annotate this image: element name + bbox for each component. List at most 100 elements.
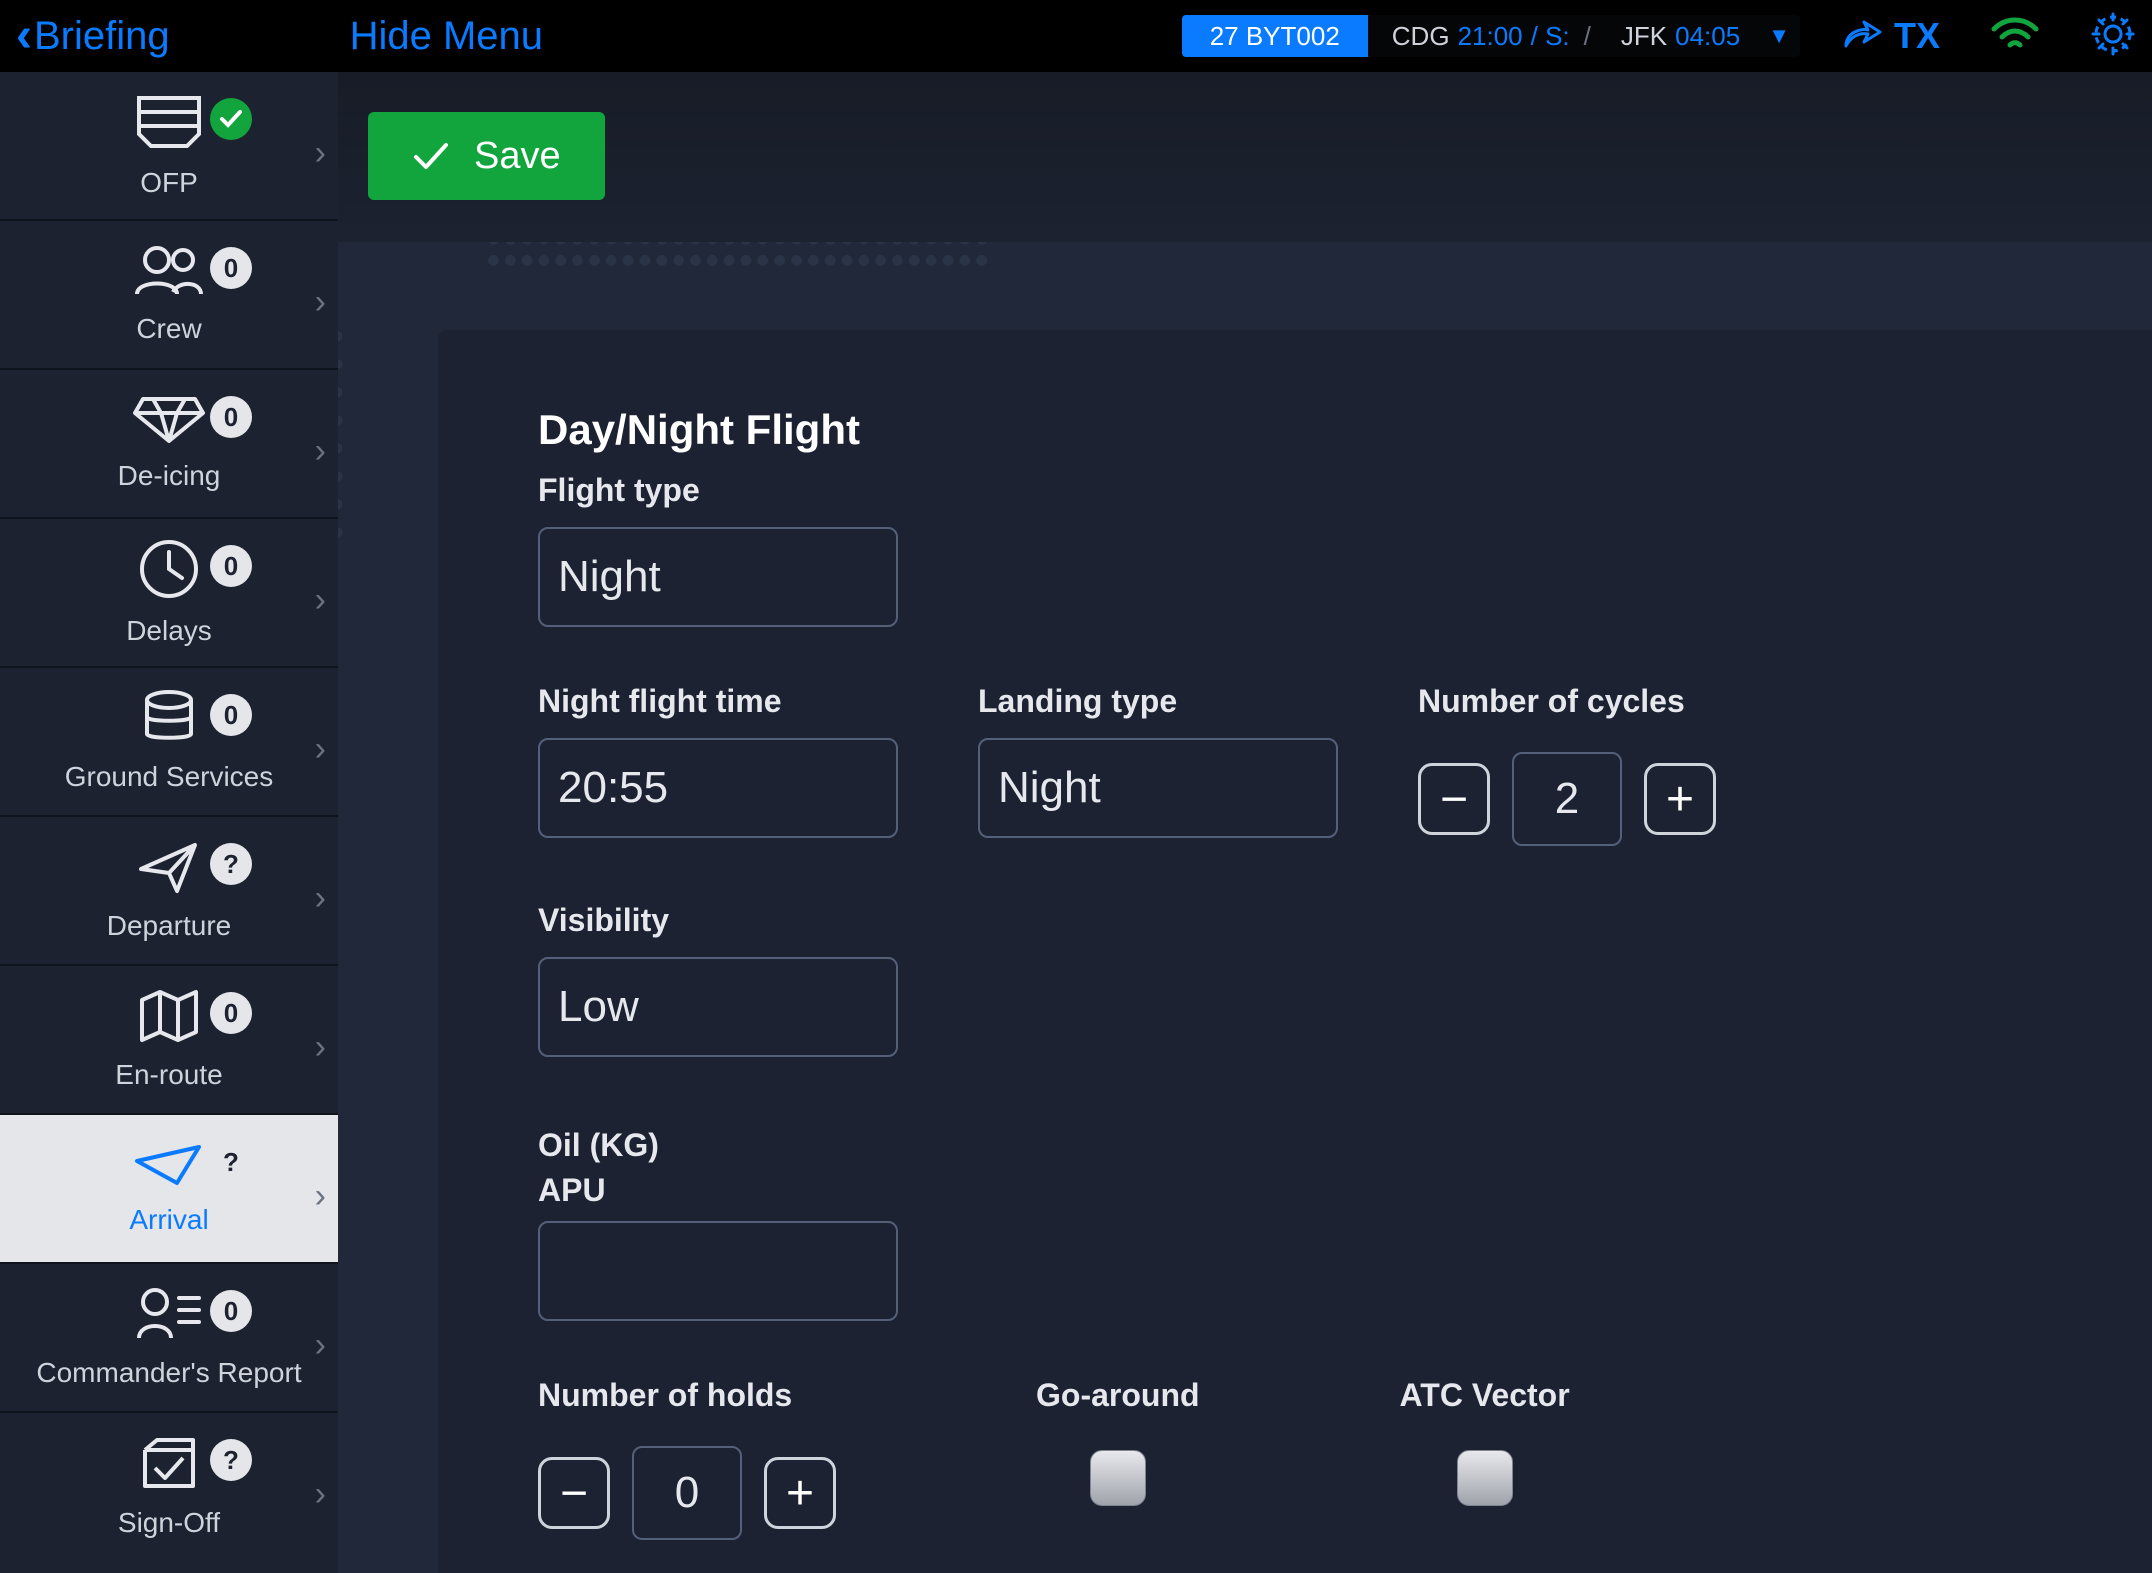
chevron-right-icon: › bbox=[315, 1028, 326, 1067]
sidebar-item-label: Ground Services bbox=[65, 761, 274, 793]
count-badge: ? bbox=[210, 1439, 252, 1481]
sidebar-item-commanders[interactable]: Commander's Report 0 › bbox=[0, 1264, 338, 1413]
visibility-select[interactable]: Low bbox=[538, 957, 898, 1057]
arr-airport: JFK bbox=[1621, 21, 1667, 52]
section-title: Day/Night Flight bbox=[538, 406, 2078, 454]
report-icon bbox=[135, 1286, 203, 1347]
plane-send-icon bbox=[137, 839, 201, 900]
cycles-plus-button[interactable]: + bbox=[1644, 763, 1716, 835]
cycles-stepper: − 2 + bbox=[1418, 752, 1716, 846]
dropdown-triangle-icon[interactable]: ▼ bbox=[1768, 23, 1790, 49]
holds-plus-button[interactable]: + bbox=[764, 1457, 836, 1529]
save-button[interactable]: Save bbox=[368, 112, 605, 200]
share-icon bbox=[1840, 18, 1884, 54]
oil-label: Oil (KG) bbox=[538, 1127, 2078, 1164]
dep-airport: CDG bbox=[1392, 21, 1450, 52]
flight-type-select[interactable]: Night bbox=[538, 527, 898, 627]
sidebar-item-label: Sign-Off bbox=[118, 1507, 220, 1539]
sidebar-item-label: De-icing bbox=[118, 460, 221, 492]
wifi-icon bbox=[1990, 15, 2040, 58]
chevron-left-icon: ‹ bbox=[16, 12, 32, 60]
sidebar-item-signoff[interactable]: Sign-Off ? › bbox=[0, 1413, 338, 1562]
chevron-right-icon: › bbox=[315, 581, 326, 620]
cycles-value[interactable]: 2 bbox=[1512, 752, 1622, 846]
tx-label: TX bbox=[1894, 15, 1940, 57]
back-button[interactable]: ‹ Briefing bbox=[16, 12, 170, 60]
landing-type-label: Landing type bbox=[978, 683, 1338, 720]
apu-label: APU bbox=[538, 1172, 2078, 1209]
chevron-right-icon: › bbox=[315, 1177, 326, 1216]
flight-type-value: Night bbox=[558, 552, 661, 602]
apu-value[interactable] bbox=[558, 1246, 878, 1296]
chevron-right-icon: › bbox=[315, 432, 326, 471]
flight-type-label: Flight type bbox=[538, 472, 2078, 509]
num-cycles-label: Number of cycles bbox=[1418, 683, 1716, 720]
holds-label: Number of holds bbox=[538, 1377, 836, 1414]
sidebar-item-departure[interactable]: Departure ? › bbox=[0, 817, 338, 966]
people-icon bbox=[133, 244, 205, 303]
count-badge: 0 bbox=[210, 1290, 252, 1332]
plane-arrive-icon bbox=[133, 1141, 205, 1194]
sidebar-item-ground[interactable]: Ground Services 0 › bbox=[0, 668, 338, 817]
count-badge: 0 bbox=[210, 396, 252, 438]
sidebar-item-label: Commander's Report bbox=[36, 1357, 301, 1389]
flight-id: 27 BYT002 bbox=[1182, 15, 1368, 57]
dep-time: 21:00 bbox=[1458, 21, 1523, 52]
top-bar: ‹ Briefing Hide Menu 27 BYT002 CDG 21:00… bbox=[0, 0, 2152, 72]
chevron-right-icon: › bbox=[315, 1475, 326, 1514]
holds-stepper: − 0 + bbox=[538, 1446, 836, 1540]
status-badge-check bbox=[210, 98, 252, 140]
sidebar-item-arrival[interactable]: Arrival ? › bbox=[0, 1115, 338, 1264]
inbox-icon bbox=[133, 92, 205, 157]
sidebar-item-enroute[interactable]: En-route 0 › bbox=[0, 966, 338, 1115]
sidebar-item-crew[interactable]: Crew 0 › bbox=[0, 221, 338, 370]
sidebar-item-label: Delays bbox=[126, 615, 212, 647]
check-icon bbox=[412, 141, 450, 171]
sidebar-item-ofp[interactable]: OFP › bbox=[0, 72, 338, 221]
main-area: Save ●●●●●●●●●●●●●●●●●●●●●●●●●●●●●●●●●●●… bbox=[338, 72, 2152, 1573]
flight-selector[interactable]: 27 BYT002 CDG 21:00 / S: / JFK 04:05 ▼ bbox=[1182, 15, 1800, 57]
count-badge: 0 bbox=[210, 247, 252, 289]
count-badge: 0 bbox=[210, 545, 252, 587]
diamond-icon bbox=[133, 395, 205, 450]
sidebar: OFP › Crew 0 › De-icing bbox=[0, 72, 338, 1573]
map-icon bbox=[136, 988, 202, 1049]
signoff-icon bbox=[139, 1436, 199, 1497]
sidebar-item-label: Departure bbox=[107, 910, 232, 942]
go-around-label: Go-around bbox=[1036, 1377, 1200, 1414]
sidebar-item-label: Crew bbox=[136, 313, 201, 345]
count-badge: 0 bbox=[210, 992, 252, 1034]
apu-input[interactable] bbox=[538, 1221, 898, 1321]
landing-type-value: Night bbox=[998, 763, 1101, 813]
cycles-minus-button[interactable]: − bbox=[1418, 763, 1490, 835]
atc-vector-checkbox[interactable] bbox=[1457, 1450, 1513, 1506]
holds-minus-button[interactable]: − bbox=[538, 1457, 610, 1529]
visibility-label: Visibility bbox=[538, 902, 2078, 939]
count-badge: 0 bbox=[210, 694, 252, 736]
sidebar-item-deicing[interactable]: De-icing 0 › bbox=[0, 370, 338, 519]
sidebar-item-delays[interactable]: Delays 0 › bbox=[0, 519, 338, 668]
atc-vector-label: ATC Vector bbox=[1400, 1377, 1570, 1414]
hide-menu-button[interactable]: Hide Menu bbox=[350, 14, 543, 59]
chevron-right-icon: › bbox=[315, 879, 326, 918]
sidebar-item-label: En-route bbox=[115, 1059, 222, 1091]
chevron-right-icon: › bbox=[315, 134, 326, 173]
arr-time: 04:05 bbox=[1675, 21, 1740, 52]
landing-type-select[interactable]: Night bbox=[978, 738, 1338, 838]
pagination-dots: ●●●●●●●●●●●●●●●●●●●●●●●●●●●●●●●●●●●●●●●●… bbox=[488, 242, 1048, 268]
settings-gear-icon[interactable] bbox=[2090, 11, 2136, 62]
save-label: Save bbox=[474, 135, 561, 178]
night-flight-time-input[interactable] bbox=[538, 738, 898, 838]
go-around-checkbox[interactable] bbox=[1090, 1450, 1146, 1506]
tx-button[interactable]: TX bbox=[1840, 15, 1940, 57]
sidebar-item-label: OFP bbox=[140, 167, 198, 199]
holds-value[interactable]: 0 bbox=[632, 1446, 742, 1540]
back-label: Briefing bbox=[34, 14, 170, 59]
content-scroll[interactable]: ●●●●●●●●●●●●●●●●●●●●●●●●●●●●●●●●●●●●●●●●… bbox=[338, 242, 2152, 1573]
separator: / bbox=[1584, 21, 1591, 52]
visibility-value: Low bbox=[558, 982, 639, 1032]
save-bar: Save bbox=[338, 72, 2152, 242]
database-icon bbox=[141, 690, 197, 751]
night-flight-time-value[interactable] bbox=[558, 763, 878, 813]
dep-meta: / S: bbox=[1531, 21, 1570, 52]
